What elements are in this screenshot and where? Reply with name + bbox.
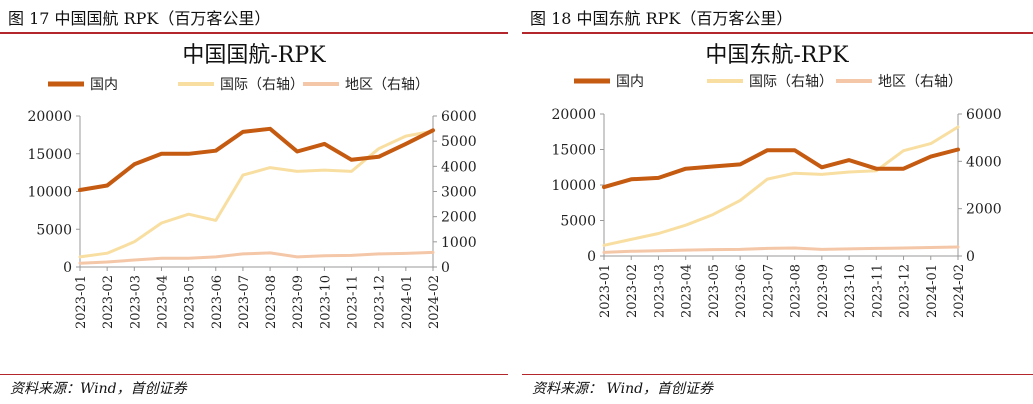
- x-tick-label: 2023-09: [816, 264, 831, 318]
- chart-panel-right: 图 18 中国东航 RPK（百万客公里） 中国东航-RPK 国内 国际（右轴） 地区（…: [522, 0, 1033, 404]
- x-tick-label: 2023-11: [346, 275, 361, 329]
- x-tick-label: 2023-01: [598, 264, 613, 318]
- legend-label: 国内: [616, 74, 644, 90]
- x-tick-label: 2023-05: [183, 275, 198, 329]
- y-right-tick-label: 6000: [966, 107, 1002, 123]
- x-tick-label: 2024-01: [925, 264, 940, 318]
- chart-title: 中国国航-RPK: [182, 43, 326, 68]
- x-tick-label: 2023-08: [264, 275, 279, 329]
- x-tick-label: 2023-12: [373, 275, 388, 329]
- x-tick-label: 2023-06: [734, 264, 749, 318]
- series-line-0: [602, 147, 960, 190]
- x-tick-label: 2023-03: [128, 275, 143, 329]
- x-tick-label: 2023-04: [155, 275, 170, 329]
- x-tick-label: 2024-02: [427, 275, 442, 329]
- chart-title: 中国东航-RPK: [705, 43, 849, 68]
- y-left-tick-label: 0: [63, 260, 72, 276]
- x-tick-label: 2023-03: [652, 264, 667, 318]
- caption-rule: [522, 32, 1033, 34]
- x-tick-label: 2023-04: [680, 264, 695, 318]
- series-line-1: [602, 125, 960, 247]
- y-left-tick-label: 15000: [551, 143, 596, 159]
- x-tick-label: 2023-02: [101, 275, 116, 329]
- x-tick-label: 2023-05: [707, 264, 722, 318]
- y-left-tick-label: 5000: [36, 222, 72, 238]
- rpk-chart-china-eastern: 中国东航-RPK 国内 国际（右轴） 地区（右轴） 0 5000 10000 15000 200…: [551, 43, 1002, 318]
- y-right-tick-label: 3000: [441, 185, 477, 201]
- y-left-tick-label: 20000: [27, 109, 72, 125]
- x-tick-label: 2023-07: [237, 275, 252, 329]
- legend-label: 国内: [90, 77, 118, 93]
- source-rule: [0, 374, 508, 375]
- x-tick-label: 2023-06: [210, 275, 225, 329]
- x-tick-label: 2023-01: [74, 275, 89, 329]
- y-right-tick-label: 2000: [441, 210, 477, 226]
- figure-caption: 图 17 中国国航 RPK（百万客公里）: [8, 9, 271, 28]
- y-right-tick-label: 1000: [441, 235, 477, 251]
- x-tick-label: 2023-08: [789, 264, 804, 318]
- legend-label: 地区（右轴）: [345, 77, 429, 93]
- x-tick-label: 2023-09: [291, 275, 306, 329]
- y-left-tick-label: 10000: [551, 178, 596, 194]
- figure-caption: 图 18 中国东航 RPK（百万客公里）: [530, 9, 793, 28]
- series-line-2: [78, 250, 435, 265]
- series-line-0: [78, 126, 435, 192]
- y-right-tick-label: 5000: [441, 134, 477, 150]
- y-right-tick-label: 0: [966, 249, 975, 265]
- legend-label: 地区（右轴）: [878, 74, 962, 90]
- x-tick-label: 2024-01: [400, 275, 415, 329]
- x-tick-label: 2023-12: [898, 264, 913, 318]
- y-left-tick-label: 20000: [551, 107, 596, 123]
- y-right-tick-label: 2000: [966, 202, 1002, 218]
- x-tick-label: 2023-02: [625, 264, 640, 318]
- y-right-tick-label: 4000: [966, 154, 1002, 170]
- x-tick-label: 2023-11: [870, 264, 885, 318]
- x-tick-label: 2023-07: [761, 264, 776, 318]
- source-note: 资料来源： Wind，首创证券: [532, 381, 714, 397]
- caption-rule: [0, 32, 508, 34]
- x-tick-label: 2024-02: [952, 264, 967, 318]
- y-right-tick-label: 0: [441, 260, 450, 276]
- y-left-tick-label: 0: [587, 249, 596, 265]
- source-note: 资料来源：Wind，首创证券: [10, 381, 187, 397]
- y-right-tick-label: 4000: [441, 159, 477, 175]
- y-left-tick-label: 15000: [27, 147, 72, 163]
- legend-label: 国际（右轴）: [220, 77, 304, 93]
- source-rule: [522, 374, 1033, 375]
- y-left-tick-label: 5000: [560, 214, 596, 230]
- series-line-1: [78, 129, 435, 259]
- y-left-tick-label: 10000: [27, 185, 72, 201]
- legend-label: 国际（右轴）: [749, 74, 833, 90]
- y-right-tick-label: 6000: [441, 109, 477, 125]
- x-tick-label: 2023-10: [843, 264, 858, 318]
- chart-panel-left: 图 17 中国国航 RPK（百万客公里） 中国国航-RPK 国内 国际（右轴） 地区（…: [0, 0, 508, 404]
- x-tick-label: 2023-10: [318, 275, 333, 329]
- series-line-2: [602, 245, 960, 254]
